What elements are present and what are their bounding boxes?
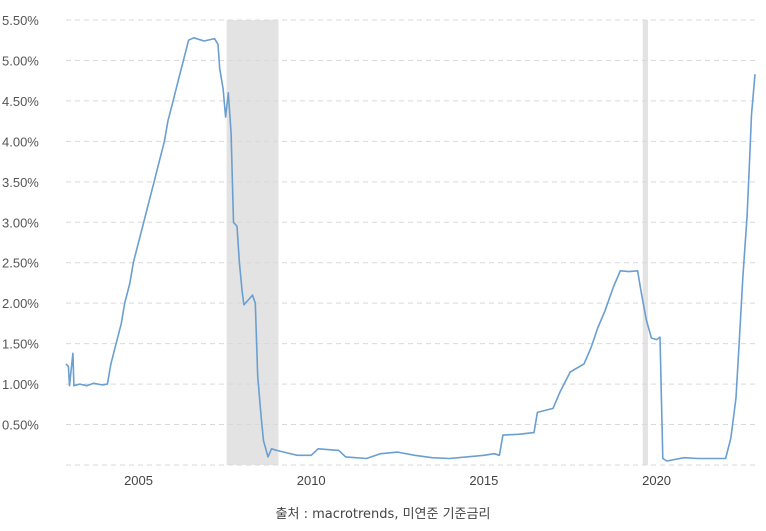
gridlines — [66, 19, 755, 466]
series-line — [65, 37, 756, 462]
chart-area: 5.50% 5.00% 4.50% 4.00% 3.50% 3.00% 2.50% 2.00%… — [2, 13, 756, 488]
y-tick-label: 2.00% — [2, 296, 39, 311]
recession-band — [226, 20, 279, 465]
y-tick-label: 3.00% — [2, 215, 39, 230]
y-axis-ticks: 5.50% 5.00% 4.50% 4.00% 3.50% 3.00% 2.50% 2.00%… — [2, 13, 39, 433]
x-axis-ticks: 2005 2010 2015 2020 — [124, 473, 671, 488]
y-tick-label: 2.50% — [2, 256, 39, 271]
y-tick-label: 4.00% — [2, 134, 39, 149]
recession-band — [642, 20, 648, 465]
recession-bands — [226, 20, 648, 465]
y-tick-label: 5.00% — [2, 53, 39, 68]
y-tick-label: 0.50% — [2, 418, 39, 433]
x-tick-label: 2005 — [124, 473, 153, 488]
source-caption: 출처 : macrotrends, 미연준 기준금리 — [275, 507, 491, 522]
y-tick-label: 3.50% — [2, 175, 39, 190]
y-tick-label: 1.50% — [2, 337, 39, 352]
x-tick-label: 2010 — [297, 473, 326, 488]
x-tick-label: 2020 — [642, 473, 671, 488]
y-tick-label: 5.50% — [2, 13, 39, 28]
line-chart: 5.50% 5.00% 4.50% 4.00% 3.50% 3.00% 2.50% 2.00%… — [2, 13, 756, 488]
y-tick-label: 4.50% — [2, 94, 39, 109]
y-tick-label: 1.00% — [2, 377, 39, 392]
x-tick-label: 2015 — [469, 473, 498, 488]
